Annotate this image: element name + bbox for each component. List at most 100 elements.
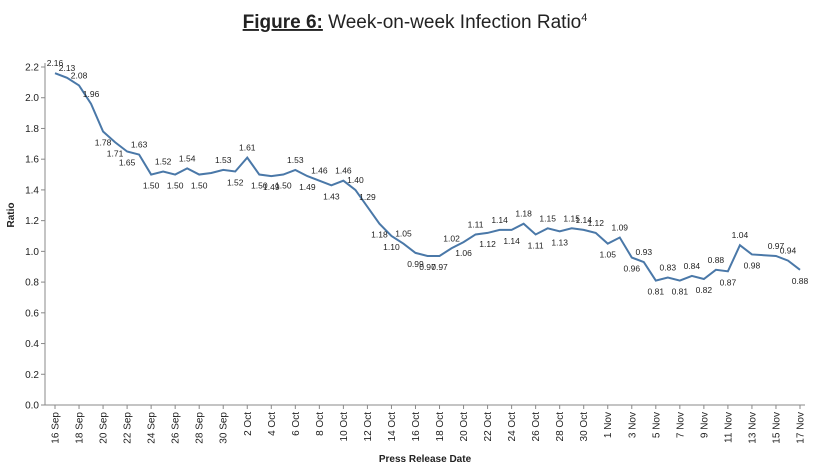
x-tick-label: 8 Oct bbox=[315, 412, 326, 436]
value-label: 1.50 bbox=[251, 181, 268, 191]
y-tick-label: 1.0 bbox=[25, 247, 39, 258]
x-tick-label: 10 Oct bbox=[339, 412, 350, 442]
value-label: 1.15 bbox=[563, 213, 580, 223]
value-label: 1.18 bbox=[371, 230, 388, 240]
value-label: 1.29 bbox=[359, 192, 376, 202]
x-tick-label: 4 Oct bbox=[267, 412, 278, 436]
value-label: 1.43 bbox=[323, 191, 340, 201]
x-tick-label: 15 Nov bbox=[771, 412, 782, 444]
value-label: 1.78 bbox=[95, 138, 112, 148]
value-label: 0.96 bbox=[624, 264, 641, 274]
value-label: 1.54 bbox=[179, 153, 196, 163]
x-tick-label: 26 Oct bbox=[531, 412, 542, 442]
value-label: 0.82 bbox=[696, 285, 713, 295]
value-label: 1.02 bbox=[443, 233, 460, 243]
x-tick-label: 18 Sep bbox=[75, 412, 86, 444]
x-tick-label: 22 Sep bbox=[123, 412, 134, 444]
value-label: 2.13 bbox=[59, 63, 76, 73]
y-tick-label: 0.8 bbox=[25, 278, 39, 289]
x-tick-label: 22 Oct bbox=[483, 412, 494, 442]
value-label: 1.50 bbox=[275, 181, 292, 191]
x-tick-label: 30 Oct bbox=[579, 412, 590, 442]
value-label: 1.14 bbox=[503, 236, 520, 246]
value-label: 1.05 bbox=[395, 229, 412, 239]
value-label: 1.09 bbox=[611, 223, 628, 233]
data-line bbox=[54, 72, 801, 282]
x-tick-label: 17 Nov bbox=[796, 412, 807, 444]
value-label: 1.12 bbox=[479, 239, 496, 249]
title-footnote: 4 bbox=[581, 12, 587, 24]
x-tick-label: 12 Oct bbox=[363, 412, 374, 442]
value-label: 1.11 bbox=[528, 240, 544, 250]
value-label: 1.53 bbox=[287, 155, 304, 165]
value-label: 1.63 bbox=[131, 140, 148, 150]
value-label: 0.83 bbox=[660, 262, 677, 272]
value-label: 2.16 bbox=[47, 58, 64, 68]
x-tick-label: 3 Nov bbox=[627, 412, 638, 438]
value-label: 1.14 bbox=[575, 215, 592, 225]
x-tick-label: 28 Oct bbox=[555, 412, 566, 442]
x-tick-label: 24 Sep bbox=[147, 412, 158, 444]
x-tick-label: 20 Sep bbox=[99, 412, 110, 444]
y-tick-label: 2.2 bbox=[25, 63, 39, 74]
value-label: 0.88 bbox=[792, 276, 809, 286]
x-tick-label: 20 Oct bbox=[459, 412, 470, 442]
value-label: 1.53 bbox=[215, 155, 232, 165]
value-label: 0.81 bbox=[648, 287, 665, 297]
value-label: 0.88 bbox=[708, 255, 725, 265]
x-tick-label: 9 Nov bbox=[699, 412, 710, 438]
value-label: 2.08 bbox=[71, 70, 88, 80]
value-label: 0.84 bbox=[684, 261, 701, 271]
value-label: 1.52 bbox=[227, 177, 244, 187]
value-label: 1.10 bbox=[383, 242, 400, 252]
value-label: 0.97 bbox=[768, 241, 785, 251]
value-label: 0.97 bbox=[419, 262, 436, 272]
y-tick-label: 1.4 bbox=[25, 185, 39, 196]
value-label: 1.50 bbox=[191, 181, 208, 191]
value-label: 0.99 bbox=[407, 259, 424, 269]
x-tick-label: 2 Oct bbox=[243, 412, 254, 436]
y-tick-label: 0.6 bbox=[25, 308, 39, 319]
value-label: 1.46 bbox=[335, 166, 352, 176]
x-tick-label: 18 Oct bbox=[435, 412, 446, 442]
value-label: 0.81 bbox=[672, 287, 689, 297]
y-tick-label: 1.6 bbox=[25, 155, 39, 166]
value-label: 1.13 bbox=[551, 237, 568, 247]
y-tick-label: 2.0 bbox=[25, 93, 39, 104]
x-axis-label: Press Release Date bbox=[379, 454, 472, 465]
value-label: 0.97 bbox=[431, 262, 448, 272]
value-label: 0.93 bbox=[636, 247, 653, 257]
x-tick-label: 5 Nov bbox=[651, 412, 662, 438]
value-label: 1.50 bbox=[167, 181, 184, 191]
x-tick-label: 11 Nov bbox=[723, 412, 734, 443]
y-tick-label: 0.0 bbox=[25, 401, 39, 412]
y-tick-label: 1.8 bbox=[25, 124, 39, 135]
y-axis-label: Ratio bbox=[6, 203, 17, 228]
value-label: 1.18 bbox=[515, 209, 532, 219]
x-tick-label: 7 Nov bbox=[675, 412, 686, 438]
value-label: 1.15 bbox=[539, 213, 556, 223]
x-tick-label: 6 Oct bbox=[291, 412, 302, 436]
x-tick-label: 13 Nov bbox=[747, 412, 758, 444]
value-label: 1.14 bbox=[491, 215, 508, 225]
y-tick-label: 0.4 bbox=[25, 339, 39, 350]
value-label: 1.50 bbox=[143, 181, 160, 191]
chart-title: Week-on-week Infection Ratio bbox=[328, 12, 581, 33]
value-label: 1.40 bbox=[347, 175, 364, 185]
x-tick-label: 24 Oct bbox=[507, 412, 518, 442]
value-label: 0.87 bbox=[720, 277, 737, 287]
value-label: 1.49 bbox=[263, 182, 280, 192]
value-label: 1.71 bbox=[107, 148, 124, 158]
value-label: 1.52 bbox=[155, 156, 172, 166]
value-label: 1.04 bbox=[732, 230, 749, 240]
value-label: 1.05 bbox=[599, 250, 616, 260]
value-label: 0.98 bbox=[744, 260, 761, 270]
x-tick-label: 14 Oct bbox=[387, 412, 398, 442]
figure-label: Figure 6: bbox=[243, 12, 323, 33]
value-label: 1.65 bbox=[119, 158, 136, 168]
value-label: 1.61 bbox=[239, 143, 256, 153]
x-tick-label: 16 Sep bbox=[51, 412, 62, 444]
value-label: 1.06 bbox=[455, 248, 472, 258]
x-tick-label: 30 Sep bbox=[219, 412, 230, 444]
